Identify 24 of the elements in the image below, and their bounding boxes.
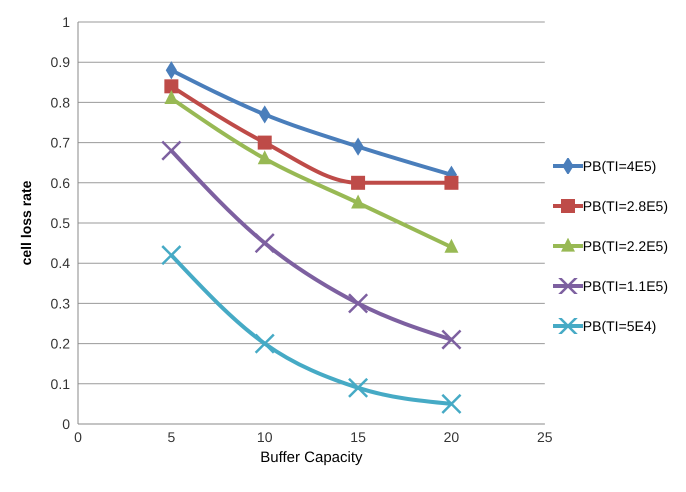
y-tick-label: 0.6: [50, 174, 70, 191]
y-tick-label: 0.7: [50, 134, 70, 151]
y-tick-label: 0.4: [50, 255, 70, 272]
y-tick-label: 0.8: [50, 94, 70, 110]
y-tick-label: 1: [62, 14, 70, 30]
x-tick-label: 10: [256, 428, 273, 445]
y-tick-label: 0.5: [50, 214, 70, 231]
x-tick-label: 5: [167, 428, 176, 445]
legend-label: PB(TI=2.8E5): [582, 198, 668, 214]
y-axis-title: cell loss rate: [18, 180, 34, 266]
x-tick-label: 25: [537, 428, 553, 445]
legend-label: PB(TI=5E4): [582, 318, 656, 334]
legend-label: PB(TI=2.2E5): [582, 238, 668, 254]
y-tick-label: 0.3: [50, 295, 70, 312]
y-tick-label: 0: [62, 416, 70, 432]
x-tick-label: 15: [350, 428, 366, 445]
x-axis-title: Buffer Capacity: [260, 449, 364, 466]
y-tick-label: 0.9: [50, 54, 70, 70]
x-tick-label: 0: [74, 428, 82, 445]
legend-label: PB(TI=4E5): [582, 158, 656, 174]
legend-label: PB(TI=1.1E5): [582, 278, 668, 294]
y-tick-label: 0.2: [50, 336, 70, 352]
y-tick-label: 0.1: [50, 376, 70, 392]
x-tick-label: 20: [444, 428, 460, 445]
